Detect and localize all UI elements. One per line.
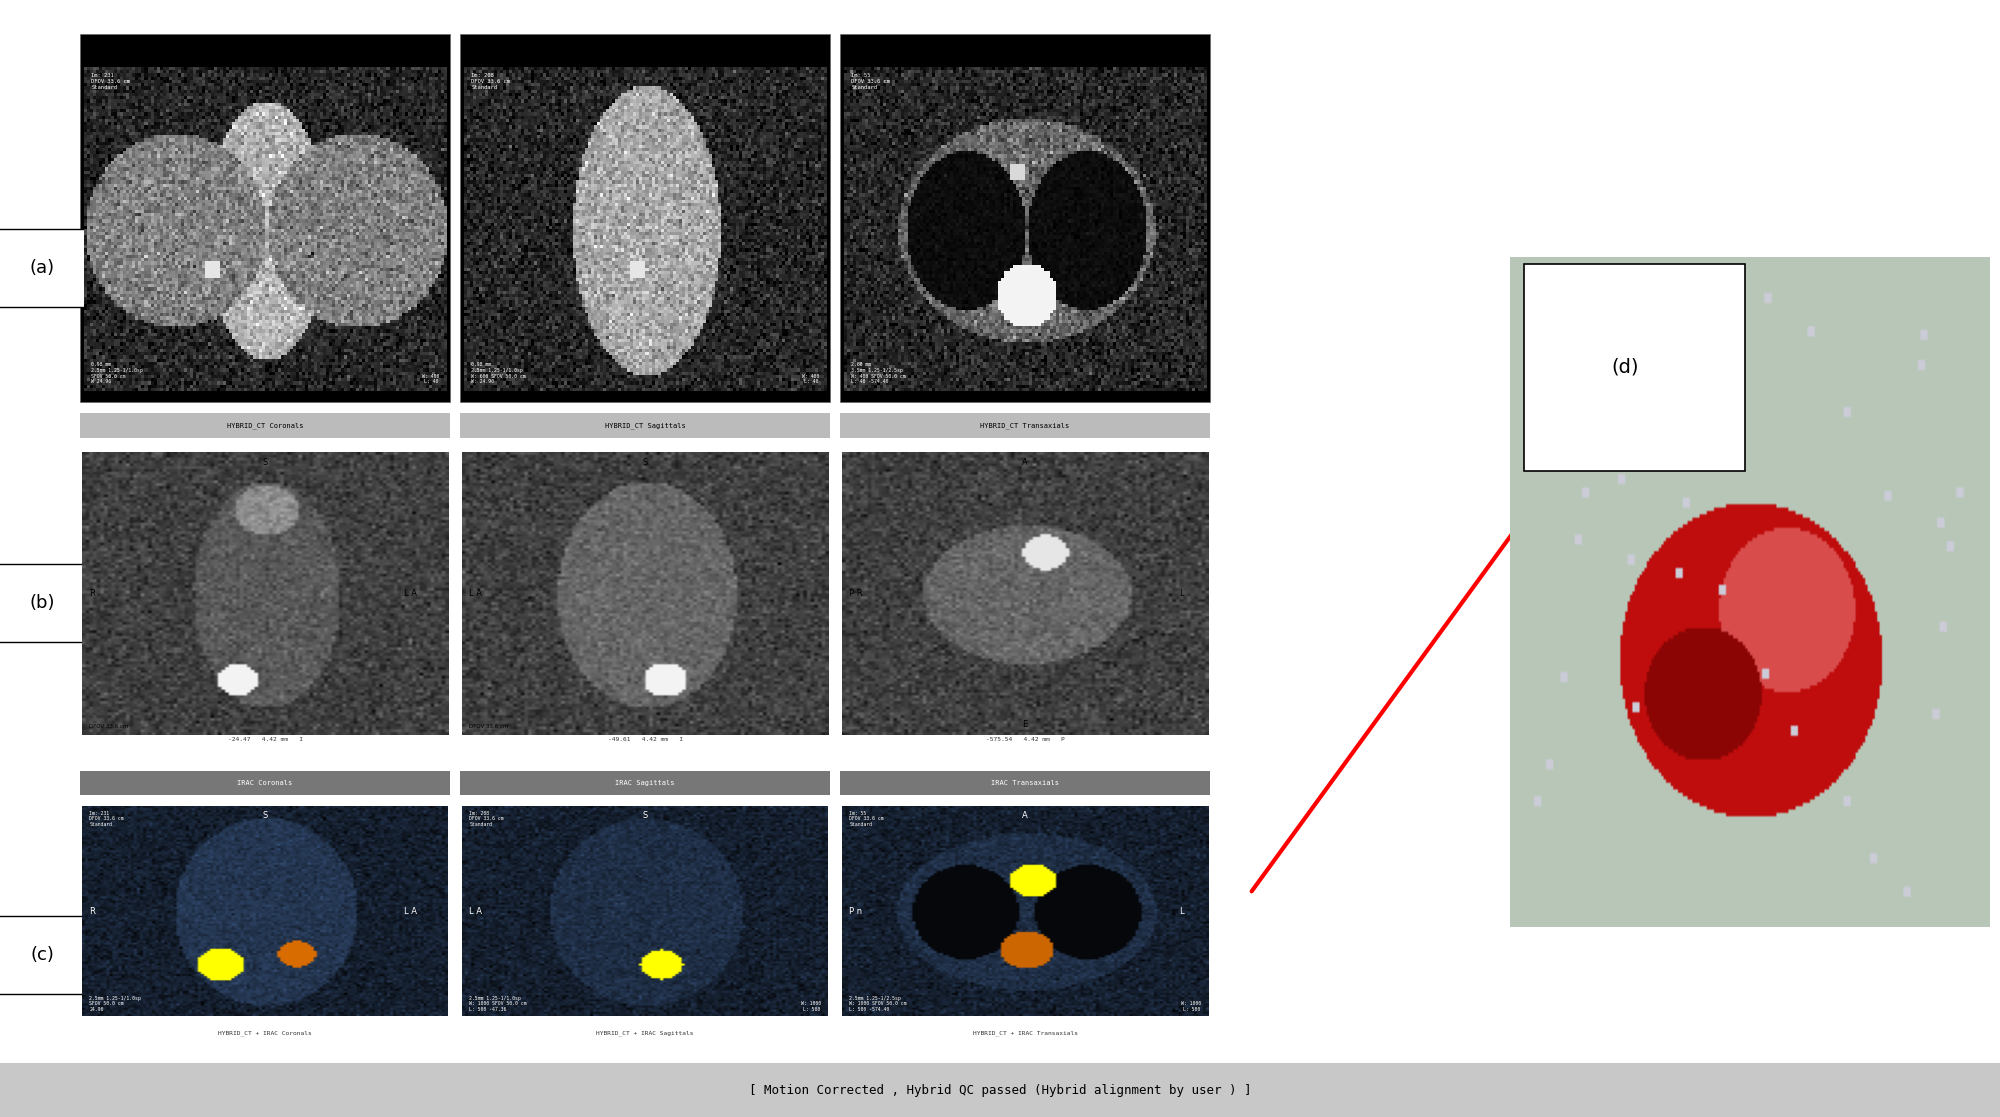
- Bar: [460, 413, 830, 438]
- Text: P n: P n: [850, 907, 862, 916]
- Text: DFOV 33.6 cm: DFOV 33.6 cm: [90, 724, 128, 729]
- Text: -24.47   4.42 mm   I: -24.47 4.42 mm I: [228, 737, 302, 742]
- Text: S: S: [642, 811, 648, 820]
- Text: IRAC Coronals: IRAC Coronals: [238, 780, 292, 786]
- Text: R: R: [90, 589, 96, 599]
- Text: Im: 208
DFOV 33.6 cm
Standard: Im: 208 DFOV 33.6 cm Standard: [470, 811, 504, 828]
- Bar: [80, 771, 450, 795]
- Text: 2.5mm 1.25-1/1.0sp
W: 1000 SFOV 50.0 cm
L: 500 -47.36: 2.5mm 1.25-1/1.0sp W: 1000 SFOV 50.0 cm …: [470, 995, 526, 1012]
- FancyBboxPatch shape: [0, 229, 90, 307]
- Text: [ Motion Corrected , Hybrid QC passed (Hybrid alignment by user ) ]: [ Motion Corrected , Hybrid QC passed (H…: [748, 1083, 1252, 1097]
- Text: 2.5mm 1.25-1/1.0sp
SFOV 50.0 cm
24.90: 2.5mm 1.25-1/1.0sp SFOV 50.0 cm 24.90: [90, 995, 142, 1012]
- Bar: [460, 34, 830, 402]
- FancyBboxPatch shape: [1524, 264, 1746, 471]
- Text: P R: P R: [850, 589, 862, 599]
- Text: IRAC Transaxials: IRAC Transaxials: [992, 780, 1060, 786]
- Text: S: S: [642, 458, 648, 467]
- Text: (d): (d): [1612, 357, 1638, 378]
- Text: 2.60 mm
3.5mm 1.25-1/2.5sp
W: 400 SFOV 50.0 cm
L: 40 -574.40: 2.60 mm 3.5mm 1.25-1/2.5sp W: 400 SFOV 5…: [852, 362, 906, 384]
- Text: HYBRID_CT Sagittals: HYBRID_CT Sagittals: [604, 422, 686, 429]
- Text: (a): (a): [30, 259, 54, 277]
- Text: 2.5mm 1.25-1/2.5sp
W: 1000 SFOV 50.0 cm
L: 500 -574.40: 2.5mm 1.25-1/2.5sp W: 1000 SFOV 50.0 cm …: [850, 995, 906, 1012]
- Text: W: 400
L: 40: W: 400 L: 40: [422, 374, 438, 384]
- Text: -49.61   4.42 mm   I: -49.61 4.42 mm I: [608, 737, 682, 742]
- Bar: [80, 413, 450, 438]
- Text: HYBRID_CT + IRAC Coronals: HYBRID_CT + IRAC Coronals: [218, 1030, 312, 1037]
- Text: L A: L A: [404, 589, 418, 599]
- Text: (c): (c): [30, 946, 54, 964]
- Text: Im: 231
DFOV 33.6 cm
Standard: Im: 231 DFOV 33.6 cm Standard: [92, 74, 130, 90]
- Text: HYBRID_CT + IRAC Sagittals: HYBRID_CT + IRAC Sagittals: [596, 1030, 694, 1037]
- Text: S: S: [262, 458, 268, 467]
- Text: W: 1000
L: 500: W: 1000 L: 500: [800, 1002, 820, 1012]
- Text: HYBRID_CT Transaxials: HYBRID_CT Transaxials: [980, 422, 1070, 429]
- Bar: [80, 34, 450, 402]
- Text: -575.54   4.42 mm   P: -575.54 4.42 mm P: [986, 737, 1064, 742]
- Text: L: L: [1178, 907, 1184, 916]
- Text: Im: 55
DFOV 33.6 cm
Standard: Im: 55 DFOV 33.6 cm Standard: [852, 74, 890, 90]
- Text: S: S: [262, 811, 268, 820]
- Text: L A: L A: [470, 589, 482, 599]
- Text: IRAC Sagittals: IRAC Sagittals: [616, 780, 674, 786]
- Text: 0.98 mm
2.5mm 1.25-1/1.0sp
W: 600 SFOV 50.0 cm
W: 24.90: 0.98 mm 2.5mm 1.25-1/1.0sp W: 600 SFOV 5…: [472, 362, 526, 384]
- Text: R: R: [90, 907, 96, 916]
- FancyBboxPatch shape: [0, 564, 90, 642]
- Bar: [840, 771, 1210, 795]
- Bar: [840, 34, 1210, 402]
- Text: Im: 55
DFOV 33.6 cm
Standard: Im: 55 DFOV 33.6 cm Standard: [850, 811, 884, 828]
- Text: DFOV 33.6 cm: DFOV 33.6 cm: [470, 724, 508, 729]
- Bar: [0, 1063, 2000, 1117]
- Text: HYBRID_CT Coronals: HYBRID_CT Coronals: [226, 422, 304, 429]
- Text: E: E: [1022, 720, 1028, 729]
- Text: Im: 208
DFOV 33.6 cm
Standard: Im: 208 DFOV 33.6 cm Standard: [472, 74, 510, 90]
- Text: W: 1000
L: 500: W: 1000 L: 500: [1180, 1002, 1200, 1012]
- Text: HYBRID_CT + IRAC Transaxials: HYBRID_CT + IRAC Transaxials: [972, 1030, 1078, 1037]
- Text: (b): (b): [30, 594, 54, 612]
- Text: A: A: [1022, 458, 1028, 467]
- Text: W: 400
L: 40: W: 400 L: 40: [802, 374, 818, 384]
- Text: Im: 231
DFOV 33.6 cm
Standard: Im: 231 DFOV 33.6 cm Standard: [90, 811, 124, 828]
- FancyBboxPatch shape: [0, 916, 90, 994]
- Text: L A: L A: [404, 907, 418, 916]
- Text: 0.98 mm
2.5mm 1.25-1/1.0sp
SFOV 50.0 cm
W 24.90: 0.98 mm 2.5mm 1.25-1/1.0sp SFOV 50.0 cm …: [92, 362, 142, 384]
- Bar: [460, 771, 830, 795]
- Text: A: A: [1022, 811, 1028, 820]
- Text: L: L: [1178, 589, 1184, 599]
- Text: L A: L A: [470, 907, 482, 916]
- Bar: [840, 413, 1210, 438]
